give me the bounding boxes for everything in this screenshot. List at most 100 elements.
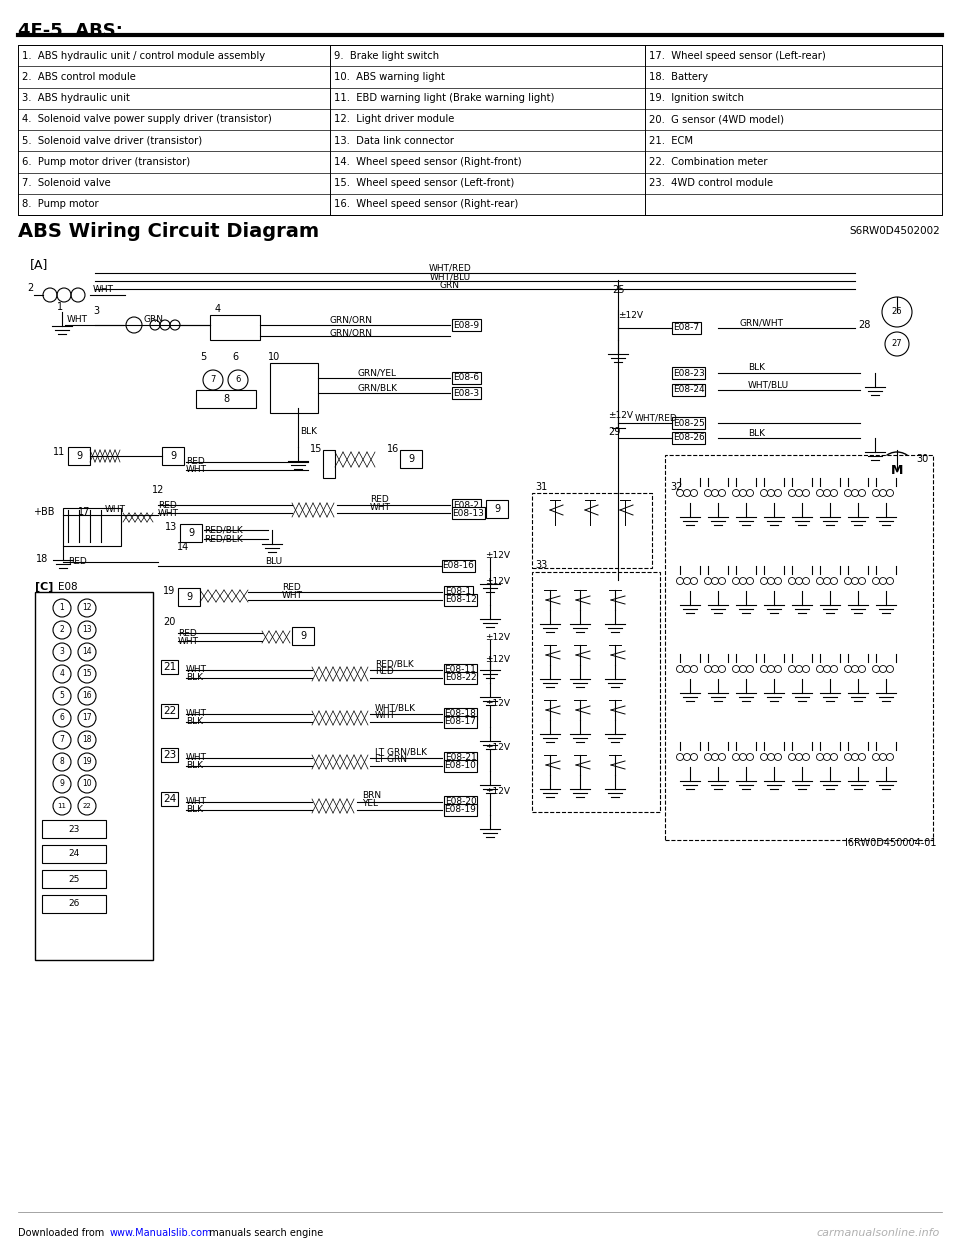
Text: carmanualsonline.info: carmanualsonline.info [817, 1228, 940, 1238]
Text: E08-2: E08-2 [453, 501, 479, 509]
Text: E08-20: E08-20 [444, 797, 476, 806]
Text: ±12V: ±12V [485, 578, 510, 586]
Bar [68, 447, 90, 465]
Text: S6RW0D4502002: S6RW0D4502002 [850, 226, 940, 236]
Text: 20.  G sensor (4WD model): 20. G sensor (4WD model) [649, 114, 784, 124]
Text: 22: 22 [163, 705, 177, 715]
Text: 10: 10 [268, 351, 280, 361]
Text: E08-12: E08-12 [444, 595, 476, 605]
Text: YEL: YEL [362, 800, 378, 809]
Text: 15: 15 [83, 669, 92, 678]
Text: WHT: WHT [186, 754, 207, 763]
Bar [672, 366, 705, 379]
Text: WHT: WHT [67, 315, 88, 324]
Bar [444, 760, 477, 773]
Text: 11: 11 [58, 804, 66, 809]
Text: M: M [891, 463, 903, 477]
Text: 6.  Pump motor driver (transistor): 6. Pump motor driver (transistor) [22, 156, 190, 166]
Bar [35, 592, 153, 960]
Text: Downloaded from: Downloaded from [18, 1228, 108, 1238]
Text: BLK: BLK [186, 718, 203, 727]
Bar [42, 845, 106, 863]
Text: E08-7: E08-7 [673, 323, 699, 333]
Text: 24: 24 [163, 794, 177, 804]
Text: 2: 2 [60, 626, 64, 635]
Bar [162, 447, 184, 465]
Bar [672, 322, 701, 334]
Text: 9: 9 [76, 451, 82, 461]
Text: WHT: WHT [186, 709, 207, 719]
Text: RED: RED [375, 667, 394, 677]
Text: 13: 13 [83, 626, 92, 635]
Text: manuals search engine: manuals search engine [203, 1228, 324, 1238]
Text: ±12V: ±12V [485, 655, 510, 664]
Text: LT GRN/BLK: LT GRN/BLK [375, 748, 427, 756]
Text: BLK: BLK [300, 427, 317, 436]
Text: 25: 25 [612, 284, 625, 296]
Text: 5: 5 [60, 692, 64, 700]
Text: 16.  Wheel speed sensor (Right-rear): 16. Wheel speed sensor (Right-rear) [334, 200, 518, 210]
Text: 17: 17 [78, 507, 90, 517]
Text: RED: RED [370, 496, 389, 504]
Text: ±12V: ±12V [485, 633, 510, 642]
Bar [444, 796, 477, 809]
Text: 7: 7 [210, 375, 216, 385]
Text: 3.  ABS hydraulic unit: 3. ABS hydraulic unit [22, 93, 130, 103]
Bar [532, 493, 652, 568]
Text: 9: 9 [408, 455, 414, 465]
Text: WHT/BLK: WHT/BLK [375, 703, 416, 713]
Text: 33: 33 [535, 560, 547, 570]
Text: E08-9: E08-9 [453, 320, 479, 329]
Text: 12.  Light driver module: 12. Light driver module [334, 114, 454, 124]
Text: 4: 4 [60, 669, 64, 678]
Text: BLU: BLU [265, 556, 282, 565]
Text: E08-17: E08-17 [444, 718, 476, 727]
Bar [486, 501, 508, 518]
Text: WHT: WHT [158, 508, 179, 518]
Text: GRN/YEL: GRN/YEL [358, 369, 397, 378]
Bar [180, 524, 202, 542]
Text: 30: 30 [916, 455, 928, 465]
Text: 25: 25 [68, 874, 80, 883]
Text: E08-23: E08-23 [673, 369, 705, 378]
Text: E08-22: E08-22 [444, 673, 476, 683]
Text: 19: 19 [83, 758, 92, 766]
Text: WHT/RED: WHT/RED [635, 414, 678, 422]
Text: RED: RED [158, 501, 177, 509]
Bar [444, 594, 477, 606]
Bar [665, 455, 933, 840]
Text: 14: 14 [83, 647, 92, 657]
Text: 15.  Wheel speed sensor (Left-front): 15. Wheel speed sensor (Left-front) [334, 178, 515, 188]
Text: 17.  Wheel speed sensor (Left-rear): 17. Wheel speed sensor (Left-rear) [649, 51, 826, 61]
Bar [178, 587, 200, 606]
Text: E08-19: E08-19 [444, 806, 476, 815]
Bar [672, 384, 705, 396]
Text: RED/BLK: RED/BLK [204, 525, 243, 534]
Text: 9: 9 [188, 528, 194, 538]
Text: GRN: GRN [143, 315, 163, 324]
Text: 11.  EBD warning light (Brake warning light): 11. EBD warning light (Brake warning lig… [334, 93, 554, 103]
Text: E08-26: E08-26 [673, 433, 705, 442]
Bar [452, 373, 481, 384]
Text: 19: 19 [163, 586, 176, 596]
Text: 9: 9 [186, 592, 192, 602]
Text: 3: 3 [93, 306, 99, 315]
Text: 23: 23 [68, 825, 80, 833]
Text: ±12V: ±12V [485, 743, 510, 751]
Text: 12: 12 [83, 604, 92, 612]
Text: ABS Wiring Circuit Diagram: ABS Wiring Circuit Diagram [18, 222, 319, 241]
Text: WHT: WHT [186, 797, 207, 806]
Text: RED: RED [282, 582, 300, 591]
Text: WHT: WHT [178, 636, 199, 646]
Text: 16: 16 [83, 692, 92, 700]
Bar [210, 315, 260, 340]
Text: E08-24: E08-24 [673, 385, 705, 395]
Text: 10.  ABS warning light: 10. ABS warning light [334, 72, 444, 82]
Text: 5.  Solenoid valve driver (transistor): 5. Solenoid valve driver (transistor) [22, 135, 203, 145]
Text: 9.  Brake light switch: 9. Brake light switch [334, 51, 439, 61]
Text: ±12V: ±12V [618, 310, 643, 320]
Text: WHT/RED: WHT/RED [428, 263, 471, 272]
Text: www.Manualslib.com: www.Manualslib.com [110, 1228, 212, 1238]
Text: RED/BLK: RED/BLK [204, 534, 243, 544]
Text: 7.  Solenoid valve: 7. Solenoid valve [22, 178, 110, 188]
